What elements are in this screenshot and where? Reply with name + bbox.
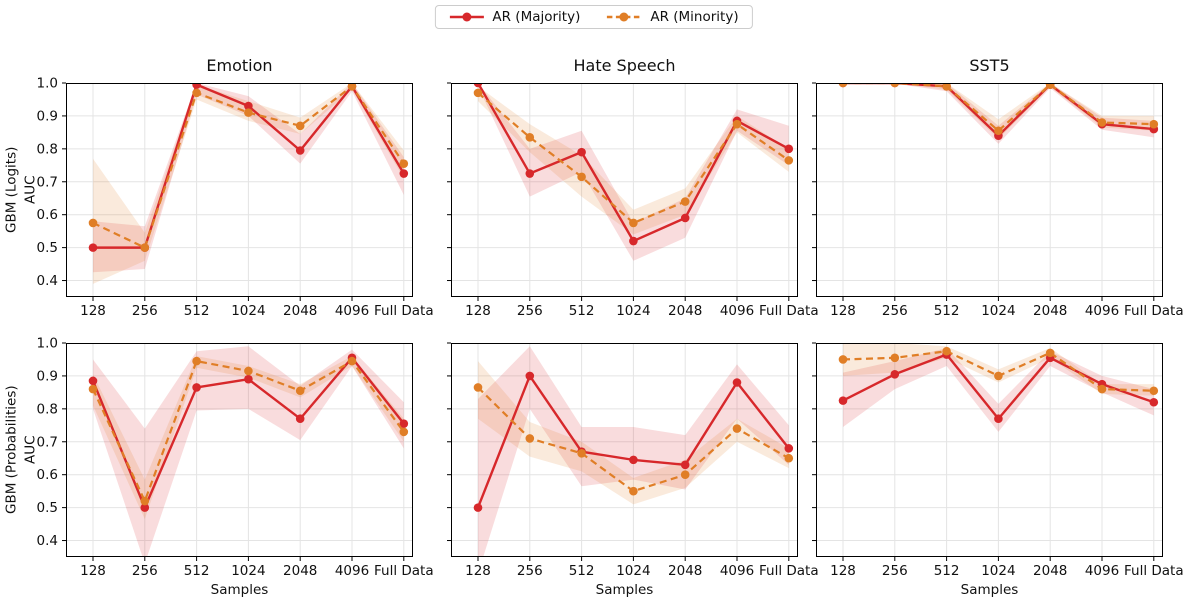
row-label-gbm-logits: GBM (Logits) [3, 146, 20, 234]
subplot-sst5-probabilities: 128 256 512 1024 2048 4096 Full Data [812, 342, 1184, 579]
svg-text:4096: 4096 [335, 303, 369, 319]
svg-text:256: 256 [882, 303, 908, 319]
svg-text:256: 256 [517, 563, 543, 579]
svg-text:512: 512 [569, 303, 595, 319]
row-label-gbm-probabilities: GBM (Probabilities) [3, 385, 20, 515]
svg-text:512: 512 [934, 303, 960, 319]
svg-text:128: 128 [830, 563, 856, 579]
svg-text:4096: 4096 [1085, 563, 1119, 579]
subplot-title-sst5: SST5 [969, 56, 1010, 75]
svg-text:4096: 4096 [1085, 303, 1119, 319]
svg-text:128: 128 [830, 303, 856, 319]
svg-text:2048: 2048 [283, 303, 317, 319]
svg-text:0.4: 0.4 [37, 533, 58, 549]
svg-text:0.6: 0.6 [37, 467, 58, 483]
svg-text:1024: 1024 [981, 303, 1015, 319]
svg-text:1.0: 1.0 [37, 336, 58, 352]
subplot-title-emotion: Emotion [206, 56, 273, 75]
svg-text:1024: 1024 [231, 563, 265, 579]
svg-text:1024: 1024 [616, 303, 650, 319]
subplot-emotion-logits: 128 256 512 1024 2048 4096 Full Data 1.0 0.9 0.8 0… [37, 76, 434, 320]
subplot-hate-speech-probabilities: 128 256 512 1024 2048 4096 Full Data [447, 342, 819, 579]
svg-text:256: 256 [132, 563, 158, 579]
svg-text:512: 512 [184, 563, 210, 579]
svg-text:2048: 2048 [668, 303, 702, 319]
svg-text:0.7: 0.7 [37, 434, 58, 450]
svg-text:0.9: 0.9 [37, 108, 58, 124]
xaxis-label-samples-emotion: Samples [210, 582, 269, 598]
svg-text:0.7: 0.7 [37, 174, 58, 190]
svg-text:Full Data: Full Data [759, 303, 819, 319]
svg-text:2048: 2048 [668, 563, 702, 579]
svg-text:2048: 2048 [283, 563, 317, 579]
majority-line-sample-icon [449, 12, 484, 22]
svg-text:2048: 2048 [1033, 563, 1067, 579]
svg-text:Full Data: Full Data [1124, 563, 1184, 579]
svg-text:128: 128 [80, 563, 106, 579]
svg-text:0.5: 0.5 [37, 500, 58, 516]
svg-text:2048: 2048 [1033, 303, 1067, 319]
svg-text:128: 128 [465, 303, 491, 319]
legend-label-majority: AR (Majority) [492, 9, 581, 25]
svg-text:128: 128 [465, 563, 491, 579]
xaxis-label-samples-hate-speech: Samples [595, 582, 654, 598]
svg-text:Full Data: Full Data [374, 303, 434, 319]
minority-line-sample-icon [607, 12, 642, 22]
xaxis-label-samples-sst5: Samples [960, 582, 1019, 598]
svg-text:Full Data: Full Data [374, 563, 434, 579]
legend-label-minority: AR (Minority) [650, 9, 739, 25]
svg-text:4096: 4096 [720, 303, 754, 319]
subplot-title-hate-speech: Hate Speech [573, 56, 676, 75]
svg-text:256: 256 [517, 303, 543, 319]
svg-text:0.8: 0.8 [37, 141, 58, 157]
svg-text:4096: 4096 [720, 563, 754, 579]
svg-text:512: 512 [184, 303, 210, 319]
svg-text:0.9: 0.9 [37, 368, 58, 384]
svg-text:0.4: 0.4 [37, 273, 58, 289]
svg-text:1024: 1024 [231, 303, 265, 319]
subplot-emotion-probabilities: 128 256 512 1024 2048 4096 Full Data 1.0 0.9 0.8 0… [37, 336, 434, 580]
svg-text:Full Data: Full Data [1124, 303, 1184, 319]
legend-item-minority: AR (Minority) [606, 9, 739, 25]
svg-text:256: 256 [132, 303, 158, 319]
svg-text:512: 512 [934, 563, 960, 579]
svg-text:4096: 4096 [335, 563, 369, 579]
svg-text:128: 128 [80, 303, 106, 319]
svg-text:0.5: 0.5 [37, 240, 58, 256]
svg-text:0.8: 0.8 [37, 401, 58, 417]
svg-text:1.0: 1.0 [37, 76, 58, 92]
legend-item-majority: AR (Majority) [448, 9, 580, 25]
svg-text:1024: 1024 [981, 563, 1015, 579]
svg-text:0.6: 0.6 [37, 207, 58, 223]
legend: AR (Majority) AR (Minority) [434, 5, 753, 29]
svg-text:Full Data: Full Data [759, 563, 819, 579]
svg-text:256: 256 [882, 563, 908, 579]
svg-text:512: 512 [569, 563, 595, 579]
subplot-hate-speech-logits: 128 256 512 1024 2048 4096 Full Data [447, 82, 819, 319]
svg-text:1024: 1024 [616, 563, 650, 579]
subplot-sst5-logits: 128 256 512 1024 2048 4096 Full Data [812, 82, 1184, 319]
